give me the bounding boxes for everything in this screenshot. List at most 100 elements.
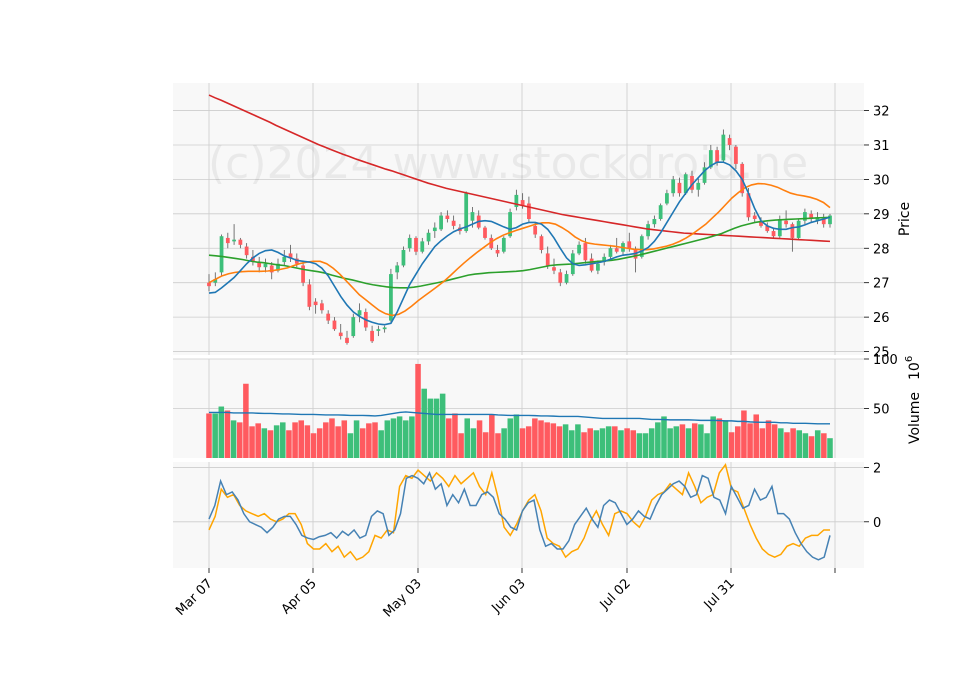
volume-bar — [353, 420, 360, 458]
ma-slow-line — [208, 216, 831, 289]
volume-bar — [532, 418, 538, 458]
volume-bar — [507, 418, 514, 458]
volume-bar — [642, 433, 649, 458]
ma-long-line — [208, 94, 831, 243]
volume-bar — [618, 430, 624, 458]
volume-bar — [667, 428, 673, 458]
volume-bar — [771, 424, 778, 458]
volume-bar — [261, 428, 268, 458]
volume-bar — [525, 426, 532, 458]
candle-body — [282, 256, 287, 263]
volume-bar — [827, 438, 833, 458]
volume-bar — [821, 433, 827, 458]
volume-bar — [636, 433, 643, 458]
candle-body — [746, 193, 751, 218]
volume-ma-line — [209, 411, 830, 425]
candle-body — [771, 231, 776, 237]
candle-body — [389, 274, 393, 321]
volume-bar — [630, 430, 637, 458]
candle-body — [464, 193, 469, 232]
y-tick-label: 26 — [873, 311, 890, 326]
candle-body — [445, 215, 450, 219]
candle-body — [828, 215, 832, 225]
volume-bar — [698, 424, 704, 458]
volume-bar — [796, 430, 803, 458]
candle-body — [790, 224, 795, 238]
volume-bar — [814, 430, 821, 458]
candle-body — [439, 215, 443, 230]
volume-bar — [765, 420, 772, 458]
volume-bar — [372, 422, 378, 458]
candle-body — [796, 220, 801, 238]
candle-body — [376, 329, 381, 331]
oscillator-line-b — [208, 463, 830, 561]
candle-body — [407, 237, 412, 249]
candle-body — [696, 182, 701, 190]
volume-bar — [384, 420, 391, 458]
candle-body — [219, 236, 224, 273]
volume-bar — [784, 432, 790, 458]
volume-bar — [747, 423, 753, 458]
candle-body — [301, 265, 305, 283]
candle-body — [426, 232, 431, 242]
volume-bar — [685, 428, 692, 458]
candle-body — [721, 134, 726, 161]
volume-bar — [452, 413, 458, 458]
volume-bar — [206, 413, 212, 458]
candle-body — [658, 205, 663, 219]
volume-bar — [550, 423, 557, 458]
candle-body — [401, 249, 406, 266]
volume-bar — [347, 433, 354, 458]
volume-bar — [581, 432, 587, 458]
candle-body — [652, 219, 657, 225]
volume-bars — [206, 363, 833, 458]
candle-body — [232, 239, 236, 242]
candle-body — [244, 246, 249, 256]
volume-bar — [476, 420, 483, 458]
candle-body — [495, 249, 500, 254]
y-tick-label: 25 — [873, 346, 890, 361]
volume-bar — [605, 426, 612, 458]
candle-body — [596, 263, 600, 271]
candle-body — [821, 219, 826, 225]
volume-bar — [280, 422, 286, 458]
candle-body — [288, 253, 293, 259]
volume-bar — [691, 423, 698, 458]
volume-bar — [458, 433, 464, 458]
volume-bar — [575, 424, 581, 458]
volume-bar — [323, 422, 329, 458]
candle-body — [489, 237, 494, 249]
volume-bar — [544, 422, 550, 458]
volume-bar — [790, 428, 796, 458]
volume-bar — [267, 430, 274, 458]
candle-body — [633, 249, 638, 259]
candle-body — [765, 225, 770, 232]
volume-bar — [286, 430, 292, 458]
candle-body — [777, 219, 782, 237]
volume-bar — [501, 428, 507, 458]
candle-body — [708, 150, 713, 168]
y-tick-label: 31 — [873, 139, 890, 154]
candle-body — [815, 217, 820, 221]
candle-body — [451, 220, 456, 226]
oscillator-line-a — [208, 471, 831, 561]
volume-bar — [212, 413, 218, 458]
volume-axis-label: Volume — [907, 392, 923, 444]
candle-body — [514, 194, 519, 207]
candle-body — [276, 263, 280, 271]
volume-bar — [310, 433, 317, 458]
ma-mid-line — [208, 182, 831, 317]
volume-bar — [249, 426, 255, 458]
candle-body — [564, 274, 569, 283]
candle-body — [552, 267, 556, 271]
candle-body — [577, 244, 581, 254]
volume-bar — [446, 418, 452, 458]
candle-body — [715, 150, 719, 163]
volume-bar — [728, 432, 735, 458]
volume-bar — [341, 420, 348, 458]
watermark: (c)2024 www.stockdroid.ne — [208, 138, 808, 189]
candle-body — [533, 225, 538, 235]
candle-body — [213, 279, 218, 283]
volume-bar — [661, 416, 667, 458]
